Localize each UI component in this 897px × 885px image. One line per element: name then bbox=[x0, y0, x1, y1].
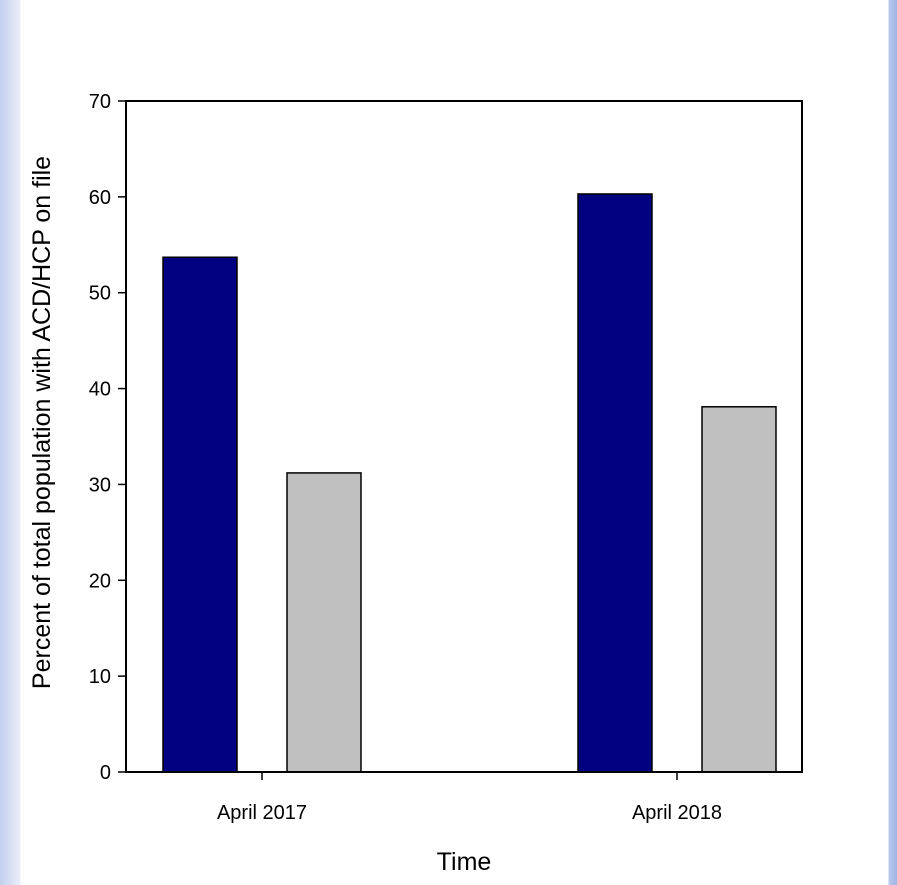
x-category-label: April 2018 bbox=[632, 802, 722, 824]
y-tick-label: 0 bbox=[100, 762, 111, 784]
bar-series-2-april-2018 bbox=[701, 406, 777, 773]
bar-series-2-april-2017 bbox=[286, 472, 362, 773]
bar-series-1-april-2017 bbox=[162, 256, 238, 773]
y-tick-label: 40 bbox=[89, 379, 111, 401]
x-axis-ticks: April 2017 April 2018 bbox=[217, 772, 722, 824]
y-tick-label: 10 bbox=[89, 666, 111, 688]
y-axis-title: Percent of total population with ACD/HCP… bbox=[28, 156, 56, 689]
bar-series-1-april-2018 bbox=[577, 193, 653, 773]
y-tick-label: 60 bbox=[89, 187, 111, 209]
y-axis-ticks: 0 10 20 30 40 50 60 70 bbox=[89, 91, 126, 784]
x-category-label: April 2017 bbox=[217, 802, 307, 824]
x-axis-title: Time bbox=[437, 848, 492, 876]
bars-group bbox=[162, 193, 777, 773]
plot-frame bbox=[125, 100, 803, 773]
y-tick-label: 50 bbox=[89, 283, 111, 305]
y-tick-label: 70 bbox=[89, 91, 111, 113]
y-tick-label: 20 bbox=[89, 570, 111, 592]
y-tick-label: 30 bbox=[89, 474, 111, 496]
